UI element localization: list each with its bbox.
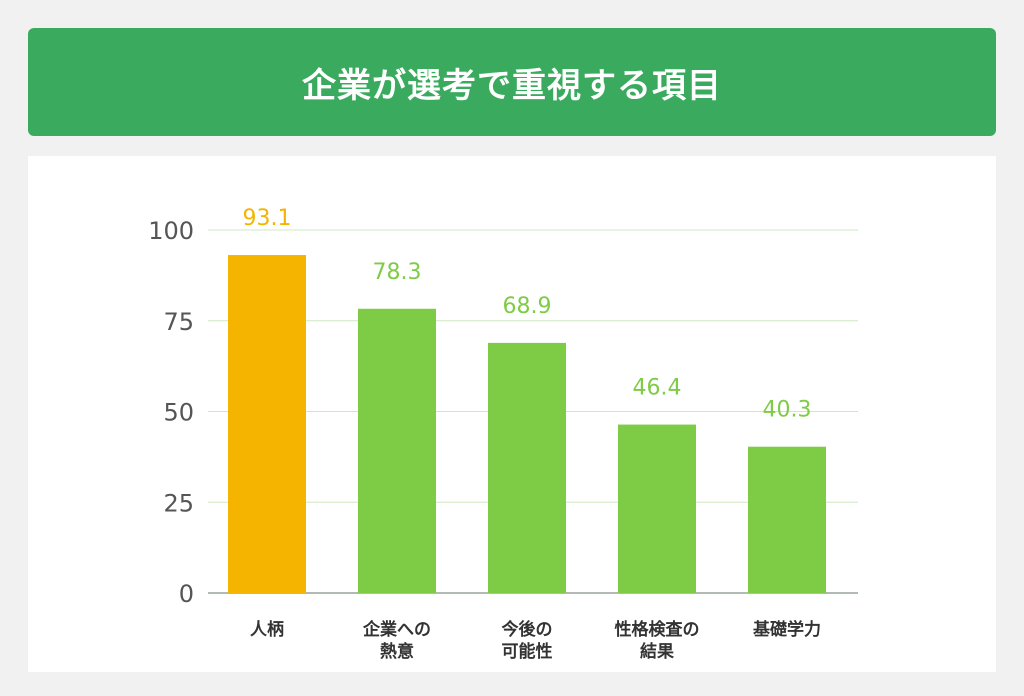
x-tick-label: 結果: [640, 641, 674, 662]
x-tick-label: 人柄: [250, 619, 284, 640]
bars: [228, 255, 826, 593]
title-banner: 企業が選考で重視する項目: [28, 28, 996, 136]
y-tick-label: 50: [163, 399, 194, 427]
chart-panel: 0 25 50 75 100 93.1 78.3 68.9 46.4 40.3 人柄 企業への 熱意…: [28, 156, 996, 672]
bar-chart: 0 25 50 75 100 93.1 78.3 68.9 46.4 40.3 人柄 企業への熱意…: [148, 206, 858, 662]
y-tick-label: 75: [163, 308, 194, 336]
value-label: 78.3: [373, 260, 422, 285]
x-tick-label: 今後の: [502, 619, 553, 640]
x-tick-label: 熱意: [380, 641, 414, 662]
page-title: 企業が選考で重視する項目: [302, 65, 722, 106]
x-tick-label: 性格検査の: [615, 619, 700, 640]
y-tick-label: 25: [163, 489, 194, 517]
x-tick-label: 企業への: [362, 619, 431, 640]
bar: [618, 424, 696, 593]
value-label: 93.1: [243, 206, 292, 231]
value-label: 40.3: [763, 398, 812, 423]
bar: [488, 342, 566, 593]
y-axis-ticks: 0 25 50 75 100: [148, 217, 194, 608]
bar: [228, 255, 306, 593]
bar: [748, 446, 826, 593]
x-tick-label: 基礎学力: [752, 619, 821, 640]
value-label: 46.4: [633, 376, 682, 401]
y-tick-label: 0: [179, 580, 194, 608]
bar: [358, 308, 436, 593]
value-label: 68.9: [503, 294, 552, 319]
value-labels: 93.1 78.3 68.9 46.4 40.3: [243, 206, 812, 423]
y-tick-label: 100: [148, 217, 194, 245]
x-tick-label: 可能性: [502, 641, 553, 662]
